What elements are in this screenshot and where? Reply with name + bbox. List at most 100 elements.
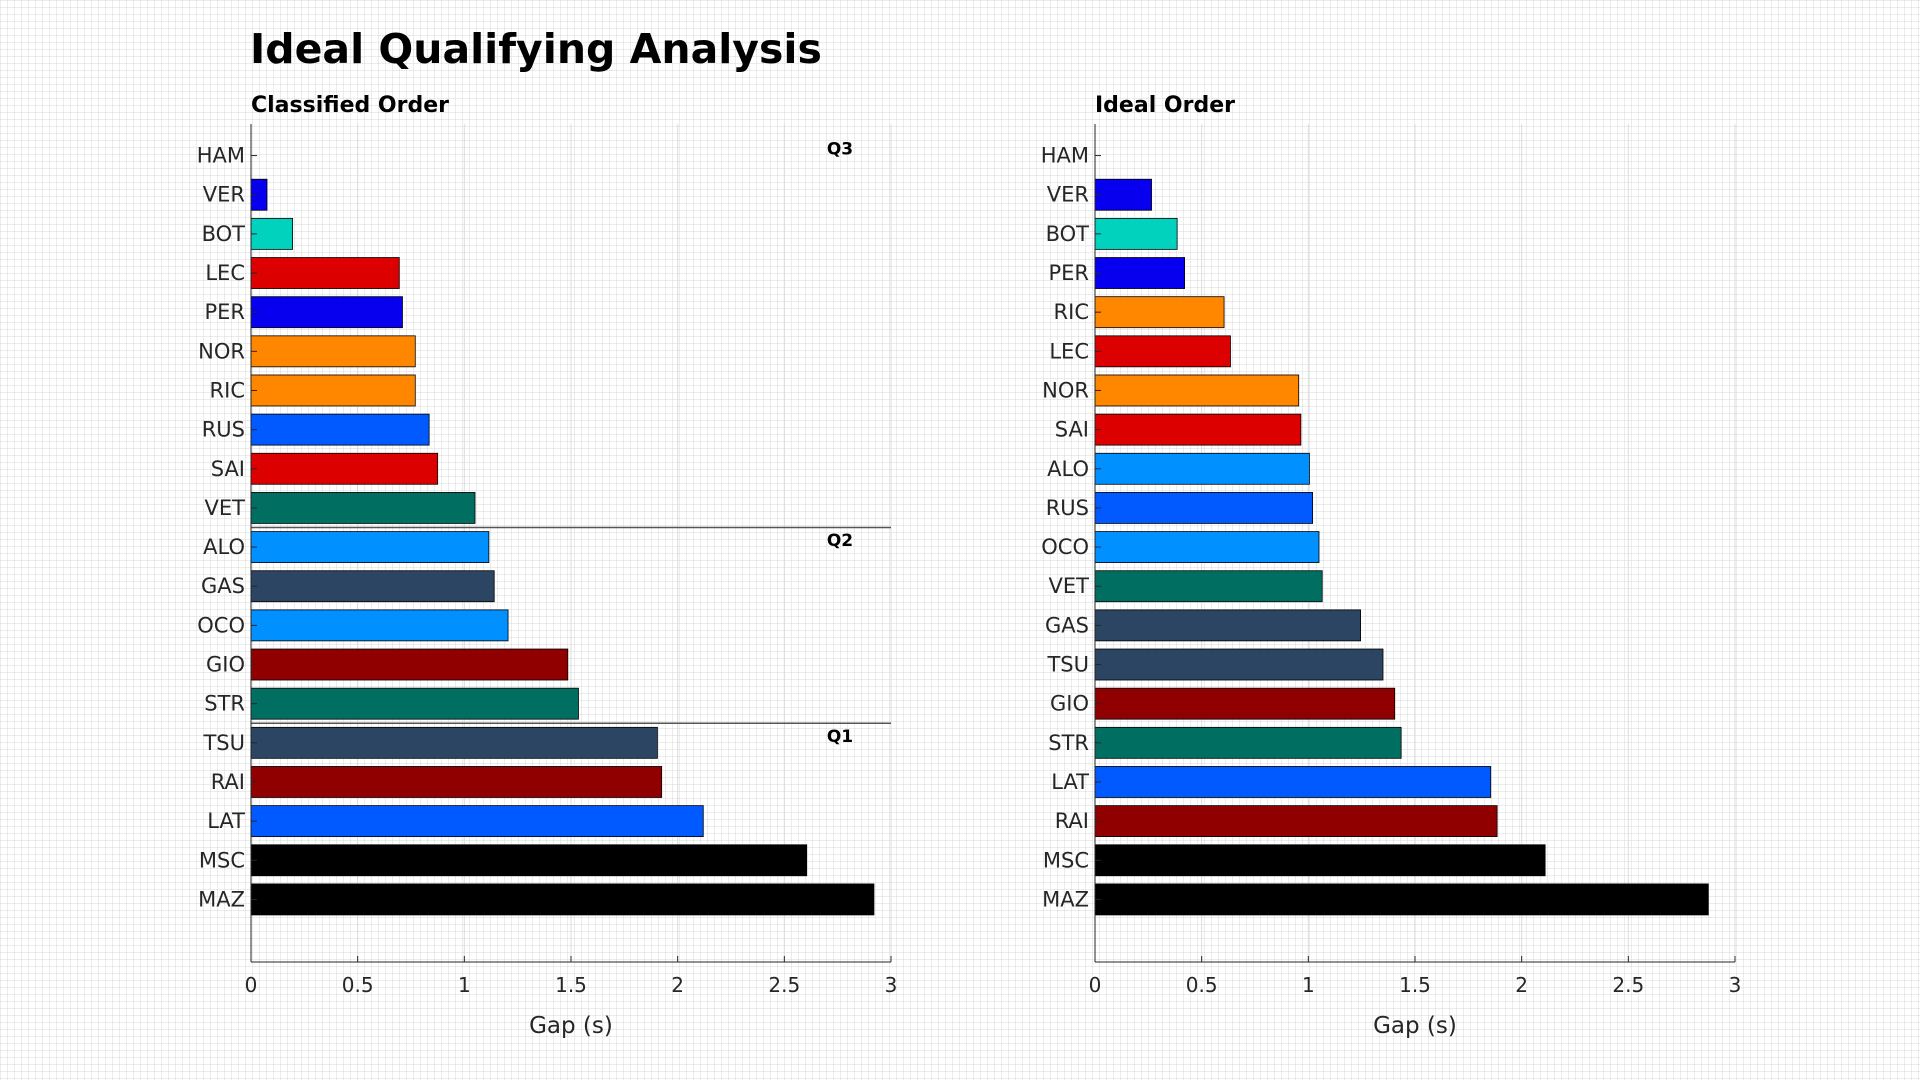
category-label: HAM [1041,144,1089,168]
bar-maz [1094,883,1709,916]
x-tick-label: 0 [245,973,258,997]
category-label: RUS [1046,496,1089,520]
x-tick-label: 0.5 [1186,973,1218,997]
segment-label-q3: Q3 [827,140,853,160]
x-tick-label: 2.5 [768,973,800,997]
category-label: GAS [1045,613,1089,637]
category-label: LAT [1051,770,1089,794]
bar-sai [1094,413,1302,446]
category-label: GAS [201,574,245,598]
category-label: RIC [1054,300,1089,324]
ideal-order-panel: Ideal Order HAM VER BOT PER RIC LEC NOR SAI ALO RU… [1041,93,1742,1039]
bar-rai [1094,805,1498,838]
category-label: LAT [207,809,245,833]
x-axis-label: Gap (s) [1373,1013,1457,1039]
category-label: MAZ [1042,887,1089,911]
category-label: PER [1048,261,1089,285]
bar-bot [250,217,293,250]
bar-nor [250,335,416,368]
category-label: LEC [205,261,245,285]
bar-bot [1094,217,1178,250]
category-label: BOT [1046,222,1090,246]
category-label: GIO [206,653,245,677]
category-label: MSC [1043,848,1089,872]
category-label: TSU [1046,653,1089,677]
panel-title: Classified Order [251,93,449,118]
bar-gio [250,648,569,681]
x-tick-label: 3 [885,973,898,997]
category-label: VER [203,183,245,207]
bar-tsu [1094,648,1384,681]
panel-title: Ideal Order [1095,93,1235,118]
figure-title: Ideal Qualifying Analysis [250,25,822,73]
x-tick-label: 0 [1089,973,1102,997]
category-label: ALO [203,535,245,559]
category-label: ALO [1047,457,1089,481]
category-label: HAM [197,144,245,168]
category-label: RAI [1055,809,1089,833]
bar-tsu [250,726,658,759]
bar-gas [1094,609,1362,642]
category-label: RUS [202,418,245,442]
category-label: RIC [210,378,245,402]
bar-nor [1094,374,1300,407]
category-label: NOR [198,339,245,363]
bar-rai [250,766,663,798]
bar-vet [250,492,476,524]
category-label: VET [205,496,246,520]
classified-order-panel: Classified Order HAM VER BOT LEC PER NOR RIC RUS… [197,93,898,1039]
bar-msc [1094,844,1546,877]
category-label: MSC [199,848,245,872]
x-tick-label: 1 [1302,973,1315,997]
bar-str [250,687,579,720]
category-label: STR [204,692,245,716]
x-tick-label: 1.5 [555,973,587,997]
category-label: NOR [1042,378,1089,402]
x-tick-label: 3 [1729,973,1742,997]
x-tick-label: 0.5 [342,973,374,997]
bar-rus [250,413,430,446]
bar-vet [1094,570,1323,603]
category-label: MAZ [198,887,245,911]
bar-sai [250,452,439,485]
bar-lec [250,257,400,289]
category-label: GIO [1050,692,1089,716]
category-label: PER [204,300,245,324]
category-label: RAI [211,770,245,794]
bar-ver [1094,178,1152,211]
bar-gas [250,570,495,603]
bar-alo [250,531,490,563]
x-axis-label: Gap (s) [529,1013,613,1039]
category-label: STR [1048,731,1089,755]
category-label: VET [1049,574,1090,598]
x-tick-label: 1 [458,973,471,997]
category-label: LEC [1049,339,1089,363]
bar-alo [1094,452,1310,485]
bar-str [1094,726,1402,759]
x-tick-label: 1.5 [1399,973,1431,997]
bar-oco [1094,531,1320,563]
bar-ric [1094,296,1225,329]
bar-maz [250,883,875,916]
category-label: TSU [202,731,245,755]
category-label: SAI [211,457,245,481]
bar-per [250,296,403,329]
bar-per [1094,257,1185,289]
bar-rus [1094,492,1314,524]
x-tick-label: 2 [1515,973,1528,997]
bar-lec [1094,335,1231,368]
bar-msc [250,844,808,877]
segment-label-q1: Q1 [827,727,853,747]
category-label: OCO [1041,535,1089,559]
segment-label-q2: Q2 [827,531,853,551]
bar-gio [1094,687,1396,720]
bar-oco [250,609,509,642]
x-tick-label: 2 [671,973,684,997]
x-tick-label: 2.5 [1612,973,1644,997]
bar-lat [1094,766,1492,798]
category-label: SAI [1055,418,1089,442]
category-label: BOT [202,222,246,246]
bar-lat [250,805,704,838]
category-label: OCO [197,613,245,637]
